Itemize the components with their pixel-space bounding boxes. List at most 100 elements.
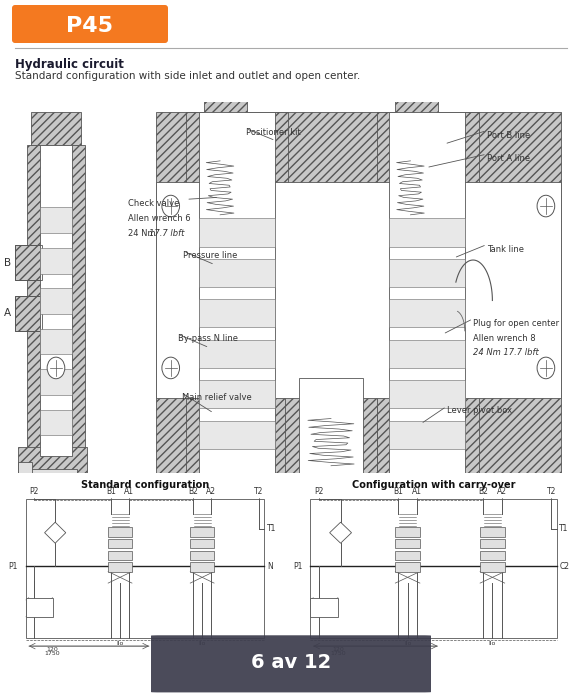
Text: P1: P1 (293, 562, 302, 570)
Bar (108, 528, 132, 537)
Bar (31, 111, 81, 146)
Text: Main relief valve: Main relief valve (182, 393, 251, 402)
Bar (480, 562, 505, 571)
Text: N: N (267, 562, 273, 570)
Text: P2: P2 (314, 487, 324, 496)
Text: 17.7 lbft: 17.7 lbft (148, 229, 184, 238)
Bar (395, 539, 420, 549)
Bar (377, 111, 478, 472)
Bar (395, 98, 438, 135)
Text: A2: A2 (497, 487, 507, 496)
Text: Allen wrench 8: Allen wrench 8 (473, 333, 535, 342)
Bar (190, 539, 214, 549)
Text: Check valve: Check valve (128, 199, 180, 209)
Text: llo: llo (489, 641, 496, 646)
Bar (26, 499, 264, 638)
Circle shape (162, 195, 180, 217)
Bar (199, 259, 275, 287)
Text: 24 Nm: 24 Nm (128, 229, 158, 238)
Bar (108, 562, 132, 571)
Text: llo: llo (404, 641, 411, 646)
Text: B2: B2 (188, 487, 198, 496)
Bar (156, 183, 562, 398)
Text: T2: T2 (254, 487, 264, 496)
Bar (15, 245, 42, 280)
Bar (190, 528, 214, 537)
Text: Standard configuration with side inlet and outlet and open center.: Standard configuration with side inlet a… (15, 71, 360, 81)
Text: A: A (3, 308, 10, 318)
Text: 1750: 1750 (330, 651, 346, 657)
Bar (395, 562, 420, 571)
Bar (18, 463, 31, 480)
Text: P2: P2 (29, 487, 38, 496)
Text: C2: C2 (559, 562, 569, 570)
Bar (26, 598, 52, 617)
Text: 6 av 12: 6 av 12 (251, 652, 331, 671)
Text: llo: llo (198, 641, 206, 646)
Text: 120: 120 (47, 647, 58, 652)
Text: Allen wrench 6: Allen wrench 6 (128, 214, 191, 223)
Text: 1750: 1750 (45, 651, 61, 657)
Text: Positioner kit: Positioner kit (246, 129, 300, 137)
Bar (395, 550, 420, 560)
Text: T1: T1 (559, 524, 569, 533)
Text: A1: A1 (412, 487, 422, 496)
Bar (40, 146, 72, 456)
Bar (15, 296, 42, 331)
Bar (480, 539, 505, 549)
Text: T1: T1 (267, 524, 276, 533)
Circle shape (537, 195, 555, 217)
Text: Plug for open center: Plug for open center (473, 318, 559, 328)
Bar (108, 550, 132, 560)
Bar (156, 111, 562, 472)
Text: P1: P1 (9, 562, 18, 570)
Bar (186, 111, 288, 472)
Bar (40, 207, 72, 233)
Bar (311, 598, 338, 617)
Text: Port A line: Port A line (487, 154, 530, 163)
Bar (199, 421, 275, 449)
Bar (40, 288, 72, 314)
Bar (190, 550, 214, 560)
Bar (389, 218, 466, 246)
Bar (395, 528, 420, 537)
Bar (204, 98, 247, 135)
Bar (480, 550, 505, 560)
Bar (389, 259, 466, 287)
Bar (389, 340, 466, 368)
FancyBboxPatch shape (146, 636, 436, 692)
Polygon shape (45, 522, 66, 543)
Circle shape (47, 357, 65, 379)
Bar (18, 447, 87, 473)
Text: T2: T2 (546, 487, 556, 496)
Bar (389, 380, 466, 408)
Text: Hydraulic circuit: Hydraulic circuit (15, 58, 124, 71)
Text: Lever pivot box: Lever pivot box (446, 407, 512, 415)
Text: B1: B1 (106, 487, 116, 496)
Bar (286, 378, 377, 472)
Text: Tank line: Tank line (487, 244, 524, 253)
Bar (40, 410, 72, 435)
Bar (299, 378, 363, 472)
Bar (480, 528, 505, 537)
Bar (27, 146, 85, 456)
Bar (389, 111, 466, 472)
Text: B: B (3, 258, 10, 267)
Text: B1: B1 (393, 487, 403, 496)
Bar (199, 111, 275, 472)
Bar (40, 329, 72, 354)
Text: 24 Nm 17.7 lbft: 24 Nm 17.7 lbft (473, 349, 539, 358)
Text: Standard configuration: Standard configuration (81, 480, 210, 490)
Bar (199, 340, 275, 368)
Bar (199, 380, 275, 408)
Text: 120: 120 (332, 647, 344, 652)
Text: By-pass N line: By-pass N line (178, 334, 238, 343)
Text: llo: llo (116, 641, 124, 646)
Text: Pressure line: Pressure line (183, 251, 238, 260)
Circle shape (537, 357, 555, 379)
Bar (199, 218, 275, 246)
Circle shape (162, 357, 180, 379)
Text: A1: A1 (125, 487, 134, 496)
Bar (389, 421, 466, 449)
Bar (25, 469, 77, 489)
